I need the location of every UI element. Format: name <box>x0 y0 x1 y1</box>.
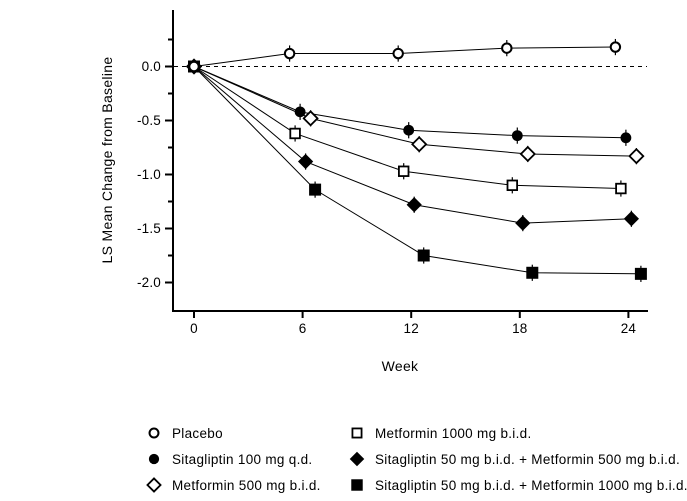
y-axis-title: LS Mean Change from Baseline <box>99 57 115 264</box>
baseline-marker-cluster <box>185 58 203 75</box>
filled-circle-icon <box>148 453 160 465</box>
y-tick-label: -2.0 <box>137 275 161 290</box>
filled-circle-icon <box>620 132 632 144</box>
open-diamond-icon <box>302 110 319 127</box>
filled-diamond-icon <box>515 215 531 231</box>
filled-square-icon <box>309 183 322 196</box>
filled-square-icon <box>351 479 363 491</box>
open-circle-icon <box>188 60 200 73</box>
y-tick-label: 0.0 <box>142 59 161 74</box>
filled-circle-icon <box>148 453 160 465</box>
open-diamond-icon <box>146 477 162 493</box>
series-line <box>193 46 616 67</box>
open-square-icon <box>351 427 363 439</box>
open-circle-icon <box>148 427 160 439</box>
legend-item: Sitagliptin 50 mg b.i.d. + Metformin 100… <box>349 476 687 494</box>
legend-item: Metformin 1000 mg b.i.d. <box>349 424 687 442</box>
legend-item: Sitagliptin 100 mg q.d. <box>146 450 321 468</box>
series-line <box>193 66 641 275</box>
open-square-icon <box>615 182 627 195</box>
open-diamond-icon <box>519 145 536 163</box>
axes: 0.0 -0.5 -1.0 -1.5 -2.0 0 6 12 18 24 <box>137 10 648 336</box>
series-layer <box>185 38 647 282</box>
open-diamond-icon <box>628 147 645 165</box>
legend-label: Sitagliptin 50 mg b.i.d. + Metformin 100… <box>375 477 687 493</box>
legend-item: Sitagliptin 50 mg b.i.d. + Metformin 500… <box>349 450 687 468</box>
x-tick-label: 24 <box>621 321 637 336</box>
filled-diamond-icon <box>297 153 314 170</box>
legend-column-1: Placebo Sitagliptin 100 mg q.d. Metformin … <box>146 424 321 501</box>
x-tick-label: 18 <box>512 321 527 336</box>
open-circle-icon <box>501 42 513 54</box>
open-circle-icon <box>609 41 622 53</box>
open-circle-icon <box>283 47 296 60</box>
filled-diamond-icon <box>349 451 365 467</box>
open-square-icon <box>397 165 410 177</box>
legend-label: Metformin 1000 mg b.i.d. <box>375 425 532 441</box>
x-tick-label: 6 <box>299 321 307 336</box>
open-circle-icon <box>392 47 404 60</box>
legend-item: Metformin 500 mg b.i.d. <box>146 476 321 494</box>
series-open-circle <box>193 38 622 67</box>
filled-circle-icon <box>403 124 415 136</box>
legend-label: Sitagliptin 50 mg b.i.d. + Metformin 500… <box>375 451 681 467</box>
filled-square-icon <box>417 249 430 262</box>
series-filled-square <box>193 66 647 282</box>
open-square-icon <box>506 179 519 192</box>
x-tick-label: 0 <box>190 321 198 336</box>
legend-column-2: Metformin 1000 mg b.i.d. Sitagliptin 50 m… <box>349 424 687 501</box>
open-square-icon <box>289 127 301 140</box>
filled-diamond-icon <box>349 451 365 467</box>
filled-square-icon <box>526 266 539 279</box>
line-chart: 0.0 -0.5 -1.0 -1.5 -2.0 0 6 12 18 24 LS Mean Chan… <box>99 10 648 374</box>
filled-circle-icon <box>511 130 523 142</box>
open-diamond-icon <box>146 477 162 493</box>
legend-label: Placebo <box>172 425 223 441</box>
y-tick-label: -0.5 <box>137 113 161 128</box>
y-tick-label: -1.5 <box>137 221 161 236</box>
series-open-diamond <box>193 66 645 165</box>
open-circle-icon <box>148 427 160 439</box>
series-filled-diamond <box>193 66 640 232</box>
filled-diamond-icon <box>406 197 422 213</box>
filled-square-icon <box>634 267 647 280</box>
filled-diamond-icon <box>623 211 640 227</box>
x-axis-title: Week <box>382 358 419 374</box>
series-filled-circle <box>193 66 632 146</box>
legend-item: Placebo <box>146 424 321 442</box>
filled-square-icon <box>351 479 363 491</box>
y-tick-label: -1.0 <box>137 167 161 182</box>
legend-label: Sitagliptin 100 mg q.d. <box>172 451 313 467</box>
x-tick-label: 12 <box>403 321 418 336</box>
legend-label: Metformin 500 mg b.i.d. <box>172 477 321 493</box>
series-open-square <box>193 66 627 197</box>
open-square-icon <box>351 427 363 439</box>
open-diamond-icon <box>411 136 428 153</box>
